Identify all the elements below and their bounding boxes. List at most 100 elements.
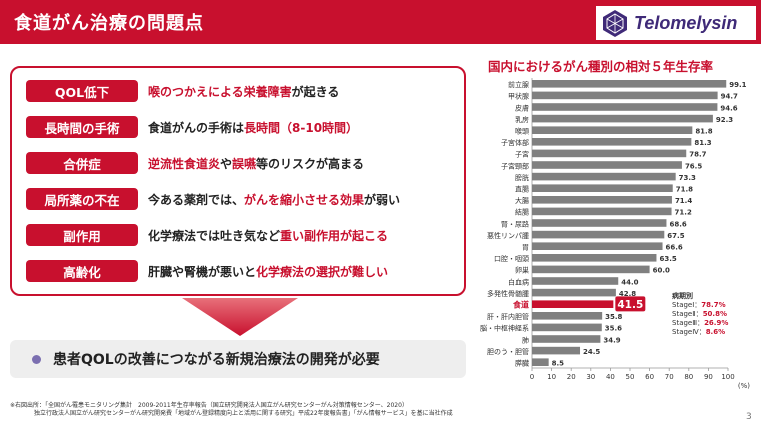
bar	[532, 288, 616, 297]
category-label: 膵臓	[515, 359, 529, 368]
stage-row: StageⅣ：8.6%	[672, 328, 726, 336]
problem-description: 化学療法では吐き気など重い副作用が起こる	[148, 228, 389, 243]
value-label: 68.6	[669, 220, 686, 228]
category-label: 大腸	[515, 196, 529, 205]
logo-mark-icon	[603, 10, 627, 37]
category-label: 多発性骨髄腫	[487, 289, 529, 298]
bullet-icon	[32, 354, 41, 364]
category-label: 胆のう・胆管	[487, 347, 529, 356]
x-tick-label: 0	[530, 373, 534, 381]
category-label: 腎・尿路	[501, 219, 529, 228]
bar	[532, 230, 665, 239]
value-label: 94.7	[721, 93, 738, 101]
category-label: 卵巣	[515, 266, 529, 275]
bar	[532, 323, 602, 332]
value-label: 99.1	[729, 81, 746, 89]
bar	[532, 254, 657, 262]
x-tick-label: 20	[567, 373, 576, 381]
problem-tag: 合併症	[26, 152, 138, 174]
category-label: 白血病	[508, 277, 529, 286]
category-label: 乳房	[515, 115, 529, 124]
company-logo: Telomelysin	[596, 6, 756, 40]
bar	[532, 242, 663, 250]
problem-row: 局所薬の不在 今ある薬剤では、がんを縮小させる効果が弱い	[26, 188, 400, 210]
category-label: 皮膚	[515, 103, 529, 112]
bar	[532, 184, 673, 192]
problem-row: 副作用 化学療法では吐き気など重い副作用が起こる	[26, 224, 388, 246]
stage-legend: 病期別 StageⅠ：78.7% StageⅡ：50.8% StageⅢ：26.…	[672, 292, 742, 338]
x-tick-label: 90	[704, 373, 713, 381]
problem-tag: QOL低下	[26, 80, 138, 102]
value-label: 71.4	[675, 197, 692, 205]
category-label: 脳・中枢神経系	[480, 324, 529, 333]
value-label: 81.3	[694, 139, 711, 147]
category-label: 子宮体部	[501, 138, 529, 147]
value-label: 8.5	[552, 360, 565, 368]
category-label: 胃	[522, 244, 529, 252]
stage-row: StageⅡ：50.8%	[672, 310, 727, 318]
problem-row: 合併症 逆流性食道炎や誤嚥等のリスクが高まる	[26, 152, 364, 174]
category-label: 甲状腺	[508, 92, 529, 101]
conclusion-text: 患者QOLの改善につながる新規治療法の開発が必要	[53, 352, 380, 368]
value-label: 73.3	[679, 174, 696, 182]
category-label: 食道	[513, 300, 529, 310]
category-label: 前立腺	[508, 80, 529, 89]
bar	[532, 161, 682, 169]
survival-bar-chart: 前立腺 99.1 甲状腺 94.7 皮膚 94.6 乳房 92.3 喉頭 81.8 子宮体部 81.3…	[480, 78, 750, 390]
page-title: 食道がん治療の問題点	[14, 13, 204, 34]
stage-legend-header: 病期別	[672, 292, 693, 300]
chart-title: 国内におけるがん種別の相対５年生存率	[488, 59, 714, 74]
category-label: 肺	[522, 336, 529, 344]
bar	[532, 91, 718, 100]
value-label: 66.6	[666, 244, 683, 252]
problem-tag: 局所薬の不在	[26, 188, 138, 210]
bar	[532, 277, 619, 285]
value-label: 63.5	[659, 255, 676, 263]
bar	[532, 358, 549, 366]
category-label: 膀胱	[515, 173, 529, 182]
value-label: 24.5	[583, 348, 600, 356]
value-label: 41.5	[617, 299, 643, 311]
footnote-line: 独立行政法人国立がん研究センターがん研究開発費「地域がん登録精度向上と活用に関す…	[34, 410, 453, 417]
problem-row: QOL低下 喉のつかえによる栄養障害が起きる	[26, 80, 339, 102]
down-arrow-icon	[182, 298, 298, 336]
problem-description: 今ある薬剤では、がんを縮小させる効果が弱い	[148, 192, 401, 207]
category-label: 喉頭	[515, 127, 529, 136]
problem-tag: 長時間の手術	[26, 116, 138, 138]
stage-row: StageⅠ：78.7%	[672, 301, 726, 309]
x-tick-label: 70	[665, 373, 674, 381]
value-label: 67.5	[667, 232, 684, 240]
x-tick-label: 100	[721, 373, 734, 381]
highlight-value-box	[615, 296, 646, 312]
x-tick-label: 60	[645, 373, 654, 381]
stage-row: StageⅢ：26.9%	[672, 319, 729, 327]
conclusion-box: 患者QOLの改善につながる新規治療法の開発が必要	[10, 340, 466, 378]
bar	[532, 265, 650, 274]
category-label: 口腔・咽頭	[494, 254, 529, 263]
bar	[532, 138, 692, 146]
x-tick-label: 30	[586, 373, 595, 381]
x-tick-label: 50	[626, 373, 635, 381]
category-label: 悪性リンパ腫	[487, 231, 529, 240]
value-label: 94.6	[720, 104, 737, 112]
bar	[532, 126, 693, 134]
bar	[532, 346, 581, 355]
bar	[532, 196, 672, 204]
bar	[532, 207, 672, 216]
x-tick-label: 40	[606, 373, 615, 381]
value-label: 35.6	[605, 325, 622, 333]
header-bar: 食道がん治療の問題点 Telomelysin	[0, 0, 761, 44]
page-number: 3	[746, 412, 752, 422]
problem-tag: 副作用	[26, 224, 138, 246]
category-label: 子宮頸部	[501, 161, 529, 170]
problem-description: 肝臓や腎機が悪いと化学療法の選択が難しい	[148, 264, 389, 279]
value-label: 35.8	[605, 313, 622, 321]
value-label: 71.2	[675, 209, 692, 217]
problem-description: 逆流性食道炎や誤嚥等のリスクが高まる	[148, 156, 365, 171]
value-label: 92.3	[716, 116, 733, 124]
value-label: 60.0	[653, 267, 670, 275]
bar	[532, 300, 614, 308]
value-label: 78.7	[689, 151, 706, 159]
footnote: ※右図出所：「全国がん罹患モニタリング集計 2009-2011年生存率報告（国立…	[10, 402, 453, 418]
category-label: 肝・肝内胆管	[487, 312, 529, 321]
